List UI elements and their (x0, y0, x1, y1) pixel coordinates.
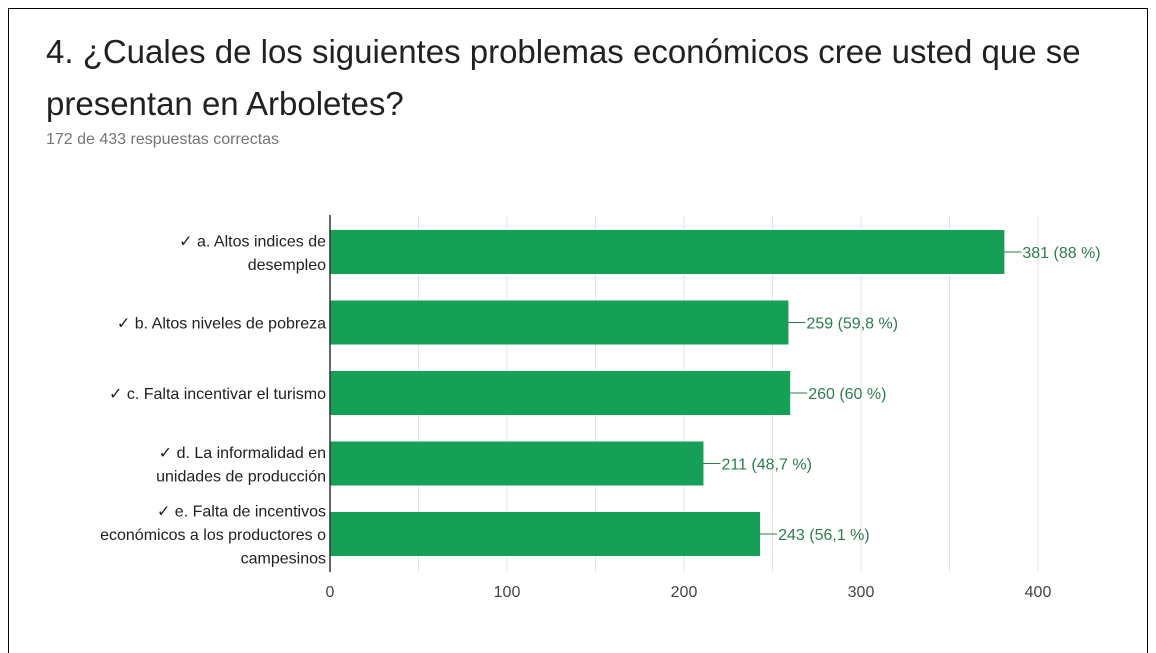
response-count: 172 de 433 respuestas correctas (46, 131, 280, 148)
x-tick-label: 100 (494, 584, 521, 601)
category-label: campesinos (241, 551, 326, 568)
bar (330, 441, 704, 486)
x-tick-label: 300 (848, 584, 875, 601)
category-label: ✓ e. Falta de incentivos (157, 504, 326, 521)
data-label: 243 (56,1 %) (778, 527, 870, 544)
question-title: 4. ¿Cuales de los siguientes problemas e… (46, 33, 1081, 122)
bar (330, 512, 761, 556)
x-tick-label: 400 (1025, 584, 1052, 601)
category-label: ✓ a. Altos indices de (179, 233, 326, 250)
bar (330, 300, 789, 345)
category-label: unidades de producción (156, 468, 326, 485)
data-label: 259 (59,8 %) (806, 316, 898, 333)
category-label: ✓ b. Altos niveles de pobreza (117, 316, 326, 333)
data-label: 260 (60 %) (808, 386, 886, 403)
category-label: ✓ d. La informalidad en (159, 445, 326, 462)
category-label: desempleo (248, 257, 326, 274)
data-label: 211 (48,7 %) (721, 457, 811, 474)
category-label: económicos a los productores o (100, 527, 326, 544)
x-tick-label: 0 (326, 584, 335, 601)
bar (330, 371, 791, 415)
data-label: 381 (88 %) (1022, 245, 1100, 262)
category-label: ✓ c. Falta incentivar el turismo (109, 386, 326, 403)
bar (330, 230, 1005, 274)
x-tick-label: 200 (671, 584, 698, 601)
